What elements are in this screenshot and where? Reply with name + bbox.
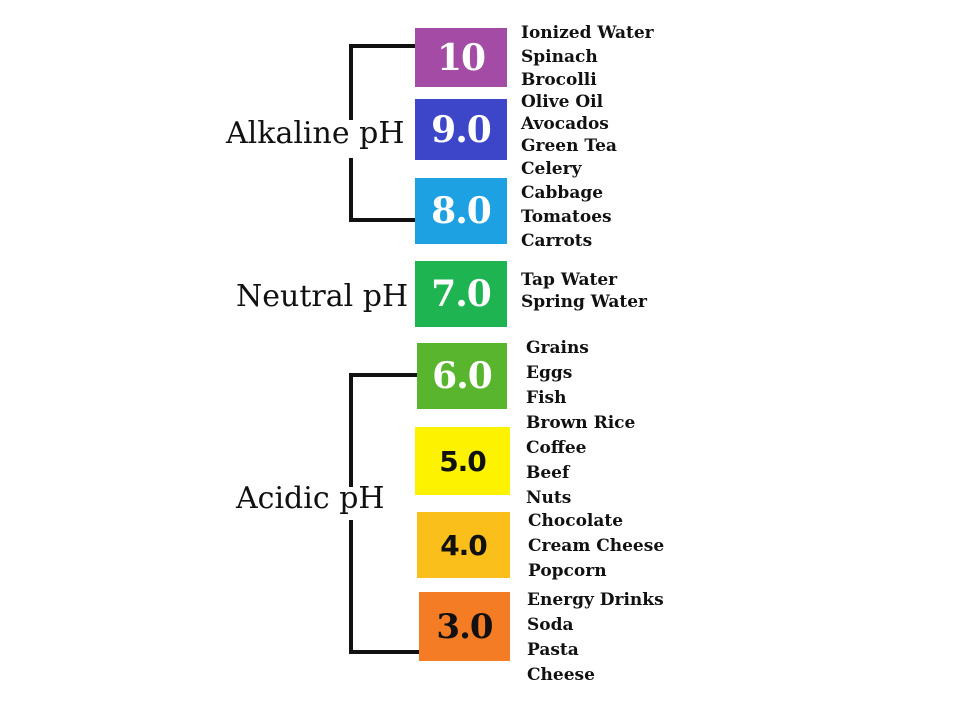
ph-box-8: 8.0 xyxy=(415,178,507,244)
food-item: Cabbage xyxy=(521,183,604,203)
food-item: Pasta xyxy=(527,640,579,660)
ph-box-3: 3.0 xyxy=(419,592,510,661)
food-item: Eggs xyxy=(526,363,573,383)
food-item: Coffee xyxy=(526,438,587,458)
food-item: Grains xyxy=(526,338,589,358)
food-item: Tomatoes xyxy=(521,207,612,227)
food-item: Cheese xyxy=(527,665,595,685)
ph-box-7: 7.0 xyxy=(415,261,507,327)
food-item: Popcorn xyxy=(528,561,607,581)
acidic-bracket-bottom xyxy=(349,520,423,654)
ph-box-4: 4.0 xyxy=(417,512,510,578)
food-item: Green Tea xyxy=(521,136,617,156)
ph-box-6: 6.0 xyxy=(417,343,507,409)
acidic-bracket-top xyxy=(349,373,419,487)
food-item: Chocolate xyxy=(528,511,624,531)
ph-box-9: 9.0 xyxy=(415,99,507,160)
food-item: Celery xyxy=(521,159,582,179)
alkaline-bracket-bottom xyxy=(349,158,419,222)
food-item: Brocolli xyxy=(521,70,597,90)
food-item: Olive Oil xyxy=(521,92,604,112)
ph-box-5: 5.0 xyxy=(415,427,510,495)
food-item: Ionized Water xyxy=(521,23,654,43)
alkaline-bracket-top xyxy=(349,44,419,120)
alkaline-label: Alkaline pH xyxy=(226,116,405,151)
food-item: Beef xyxy=(526,463,570,483)
food-item: Brown Rice xyxy=(526,413,636,433)
food-item: Nuts xyxy=(526,488,572,508)
ph-box-10: 10 xyxy=(415,28,507,87)
food-item: Soda xyxy=(527,615,574,635)
food-item: Fish xyxy=(526,388,567,408)
food-item: Tap Water xyxy=(521,270,618,290)
neutral-label: Neutral pH xyxy=(236,279,409,314)
food-item: Carrots xyxy=(521,231,593,251)
food-item: Spinach xyxy=(521,47,598,67)
food-item: Avocados xyxy=(521,114,609,134)
acidic-label: Acidic pH xyxy=(236,481,385,516)
food-item: Energy Drinks xyxy=(527,590,664,610)
food-item: Cream Cheese xyxy=(528,536,665,556)
food-item: Spring Water xyxy=(521,292,647,312)
